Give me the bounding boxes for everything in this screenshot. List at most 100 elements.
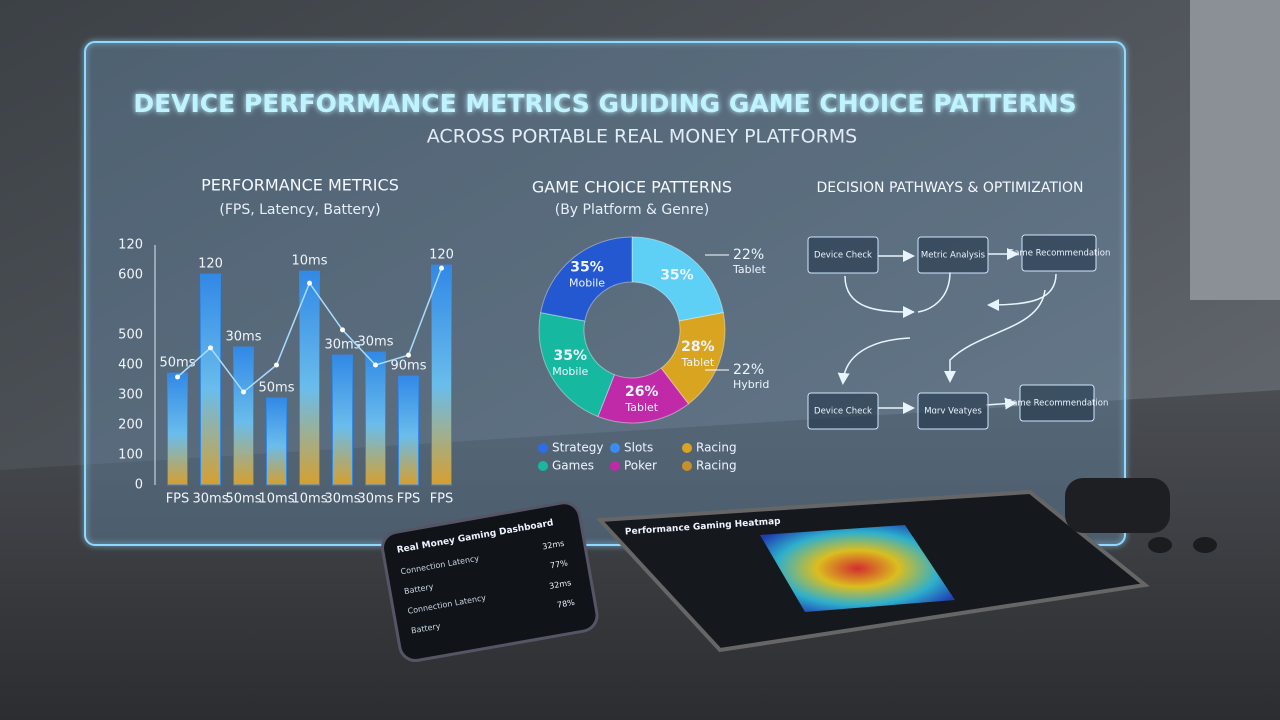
legend-label: Games	[552, 459, 594, 473]
segment-value: 26%	[625, 384, 659, 400]
segment-value: 35%	[660, 268, 694, 284]
bar-label: 120	[198, 257, 223, 272]
legend-swatch	[538, 461, 548, 471]
diagram-node: Game Recommendation	[1008, 234, 1111, 272]
x-tick-label: FPS	[397, 492, 421, 507]
y-tick-label: 0	[135, 478, 143, 493]
diagram-node: Device Check	[807, 236, 879, 274]
y-tick-label: 300	[118, 388, 143, 403]
bar-label: 50ms	[160, 356, 196, 371]
bar	[233, 346, 254, 486]
trend-point	[373, 362, 378, 368]
trend-point	[274, 362, 279, 368]
trend-point	[406, 352, 411, 358]
y-tick-label: 400	[118, 358, 143, 373]
node-label: Game Recommendation	[1006, 399, 1109, 409]
legend-label: Racing	[696, 441, 737, 455]
legend-label: Slots	[624, 441, 653, 455]
segment-label: Tablet	[624, 401, 658, 414]
x-tick-label: 50ms	[226, 492, 262, 507]
bar	[365, 351, 386, 486]
trend-point	[241, 389, 246, 395]
trend-point	[175, 374, 180, 380]
node-box	[807, 236, 879, 274]
segment-value: 35%	[570, 260, 604, 276]
window	[1190, 0, 1280, 300]
y-tick-label: 200	[118, 418, 143, 433]
node-box	[1019, 384, 1095, 422]
diagram-node: Device Check	[807, 392, 879, 430]
donut-segment	[631, 236, 724, 322]
donut-segment	[538, 312, 616, 418]
segment-value: 28%	[681, 339, 715, 355]
legend-swatch	[610, 461, 620, 471]
bar	[167, 372, 188, 486]
x-tick-label: 10ms	[292, 492, 328, 507]
legend-swatch	[682, 443, 692, 453]
bar-label: 10ms	[292, 254, 328, 269]
bar-label: 50ms	[259, 381, 295, 396]
trend-point	[307, 280, 312, 286]
diagram-node: Metric Analysis	[917, 236, 989, 274]
annotation: 22%	[733, 247, 764, 263]
segment-label: Mobile	[552, 365, 588, 378]
x-tick-label: 30ms	[325, 492, 361, 507]
segment-value: 35%	[554, 348, 588, 364]
bar	[299, 270, 320, 486]
node-label: Device Check	[814, 251, 872, 261]
node-box	[807, 392, 879, 430]
node-label: Game Recommendation	[1008, 249, 1111, 259]
node-box	[917, 236, 989, 274]
legend-swatch	[538, 443, 548, 453]
y-tick-label: 600	[118, 268, 143, 283]
annotation-sub: Tablet	[732, 263, 766, 276]
diagram-node: Mɑrv Veatyes	[917, 392, 989, 430]
segment-label: Mobile	[569, 277, 605, 290]
bar-label: 30ms	[358, 335, 394, 350]
legend-label: Poker	[624, 459, 657, 473]
diagram-title: DECISION PATHWAYS & OPTIMIZATION	[816, 180, 1083, 196]
bar-label: 90ms	[391, 359, 427, 374]
y-tick-label: 100	[118, 448, 143, 463]
donut-segment	[660, 312, 726, 405]
bar-label: 30ms	[226, 330, 262, 345]
x-tick-label: 30ms	[358, 492, 394, 507]
annotation-sub: Hybrid	[733, 378, 769, 391]
phone-row-value: 32ms	[542, 539, 565, 552]
chart-title: GAME CHOICE PATTERNS	[532, 178, 732, 197]
diagram-arrows	[837, 248, 1057, 414]
node-box	[1021, 234, 1097, 272]
bar	[332, 354, 353, 486]
bar	[266, 397, 287, 486]
phone-row-value: 77%	[549, 558, 568, 570]
phone-row-value: 32ms	[549, 578, 572, 591]
bar-label: 30ms	[325, 338, 361, 353]
segment-label: Tablet	[680, 356, 714, 369]
y-tick-label: 500	[118, 328, 143, 343]
bar	[398, 375, 419, 486]
donut-segment	[597, 367, 690, 424]
legend-label: Strategy	[552, 441, 603, 455]
chart-title: PERFORMANCE METRICS	[201, 176, 399, 195]
y-tick-label: 120	[118, 238, 143, 253]
bar	[200, 273, 221, 486]
x-tick-label: 30ms	[193, 492, 229, 507]
tablet: Performance Gaming Heatmap	[595, 489, 1150, 653]
x-tick-label: FPS	[166, 492, 190, 507]
legend-label: Racing	[696, 459, 737, 473]
x-tick-label: 10ms	[259, 492, 295, 507]
phone-row-value: 78%	[556, 598, 575, 610]
chart-subtitle: (By Platform & Genre)	[555, 202, 710, 218]
trend-point	[439, 265, 444, 271]
node-box	[917, 392, 989, 430]
bar-label: 120	[429, 248, 454, 263]
chart-subtitle: (FPS, Latency, Battery)	[219, 202, 380, 218]
node-label: Device Check	[814, 407, 872, 417]
x-tick-label: FPS	[430, 492, 454, 507]
node-label: Mɑrv Veatyes	[924, 407, 982, 417]
earbuds-case	[1065, 478, 1217, 553]
annotation: 22%	[733, 362, 764, 378]
title: DEVICE PERFORMANCE METRICS GUIDING GAME …	[133, 89, 1076, 118]
